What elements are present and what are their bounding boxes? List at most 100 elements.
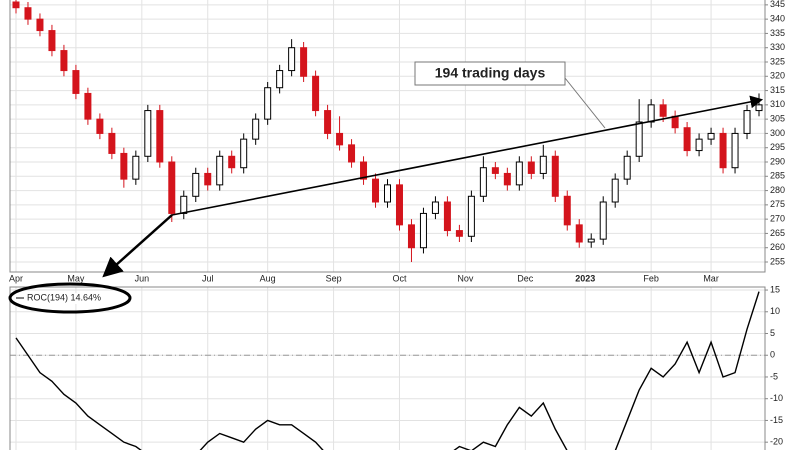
y-tick-label: 305 [770, 114, 785, 124]
candle-body [132, 155, 140, 180]
candle-body [156, 110, 164, 163]
candle-body [252, 118, 260, 140]
x-tick-label: Jun [135, 273, 150, 283]
candle-body [300, 47, 308, 77]
candle-body [120, 152, 128, 180]
candle-body [443, 201, 451, 232]
y-tick-label: 280 [770, 185, 785, 195]
x-tick-label: May [67, 273, 85, 283]
candle-body [108, 132, 116, 154]
candle-body [599, 201, 607, 240]
candle-body [755, 104, 763, 112]
candle-body [180, 195, 188, 214]
candle-body [539, 155, 547, 174]
y-tick-label: -10 [770, 393, 783, 403]
y-tick-label: 300 [770, 128, 785, 138]
trend-line [171, 95, 764, 216]
candle-body [467, 195, 475, 237]
candle-body [84, 92, 92, 120]
candle-body [36, 18, 44, 32]
candle-body [635, 121, 643, 157]
candle-body [491, 167, 499, 174]
x-tick-label: Nov [457, 273, 474, 283]
legend-label: ROC(194) 14.64% [27, 292, 101, 302]
candle-body [336, 132, 344, 146]
x-tick-label: Aug [260, 273, 276, 283]
y-tick-label: 275 [770, 199, 785, 209]
candle-body [264, 87, 272, 120]
x-tick-label: Dec [517, 273, 534, 283]
legend-bg [14, 293, 122, 304]
y-tick-label: 310 [770, 99, 785, 109]
candle-body [144, 110, 152, 157]
callout-text: 194 trading days [435, 65, 546, 81]
candle-body [60, 50, 68, 72]
x-tick-label: Sep [326, 273, 342, 283]
candle-body [743, 110, 751, 134]
y-tick-label: 260 [770, 242, 785, 252]
candle-body [228, 155, 236, 169]
candle-body [312, 75, 320, 112]
candle-body [48, 30, 56, 52]
candle-body [647, 104, 655, 123]
roc-line [15, 291, 760, 450]
y-tick-label: 335 [770, 28, 785, 38]
candle-body [204, 172, 212, 186]
y-tick-label: 5 [770, 328, 775, 338]
roc-frame [9, 286, 766, 455]
x-tick-label: Oct [392, 273, 407, 283]
y-tick-label: 285 [770, 171, 785, 181]
candle-body [683, 127, 691, 152]
y-tick-label: -15 [770, 415, 783, 425]
y-tick-label: -5 [770, 371, 778, 381]
candle-body [455, 230, 463, 237]
x-tick-label: Jul [202, 273, 214, 283]
candle-body [372, 178, 380, 203]
candle-body [587, 238, 595, 243]
y-tick-label: 265 [770, 228, 785, 238]
y-tick-label: 315 [770, 85, 785, 95]
candle-body [192, 172, 200, 197]
pointer-arrow [102, 214, 173, 278]
x-tick-label: Apr [9, 273, 23, 283]
candle-body [216, 155, 224, 186]
candle-body [276, 70, 284, 89]
candle-body [72, 70, 80, 94]
callout-leader [564, 77, 606, 129]
candle-body [348, 144, 356, 163]
y-tick-label: 15 [770, 284, 780, 294]
y-tick-label: 270 [770, 214, 785, 224]
candle-body [324, 110, 332, 134]
price-panel: Apr May Jun Jul Aug Sep Oct Nov Dec 2023 Feb Mar 255… [9, 0, 785, 283]
candle-body [527, 161, 535, 174]
y-tick-label: 325 [770, 56, 785, 66]
y-tick-label: -20 [770, 437, 783, 447]
y-tick-label: 290 [770, 156, 785, 166]
candle-body [96, 118, 104, 134]
candle-body [659, 104, 667, 117]
candle-body [503, 172, 511, 186]
x-tick-label: Mar [703, 273, 719, 283]
candle-body [695, 138, 703, 152]
candle-body [515, 161, 523, 186]
x-tick-label: Feb [643, 273, 659, 283]
candle-body [551, 155, 559, 197]
y-tick-label: 10 [770, 306, 780, 316]
candle-body [611, 178, 619, 203]
candle-body [240, 138, 248, 169]
candle-body [395, 184, 403, 226]
y-tick-label: 345 [770, 0, 785, 9]
candle-body [671, 115, 679, 129]
candle-body [407, 224, 415, 249]
candle-body [563, 195, 571, 226]
callout-box [414, 61, 566, 86]
candle-body [168, 161, 176, 214]
candle-body [384, 184, 391, 203]
candle-body [575, 224, 583, 243]
candle-body [419, 212, 427, 249]
legend-circle [8, 282, 132, 314]
candle-body [479, 167, 487, 197]
candle-body [707, 132, 715, 140]
